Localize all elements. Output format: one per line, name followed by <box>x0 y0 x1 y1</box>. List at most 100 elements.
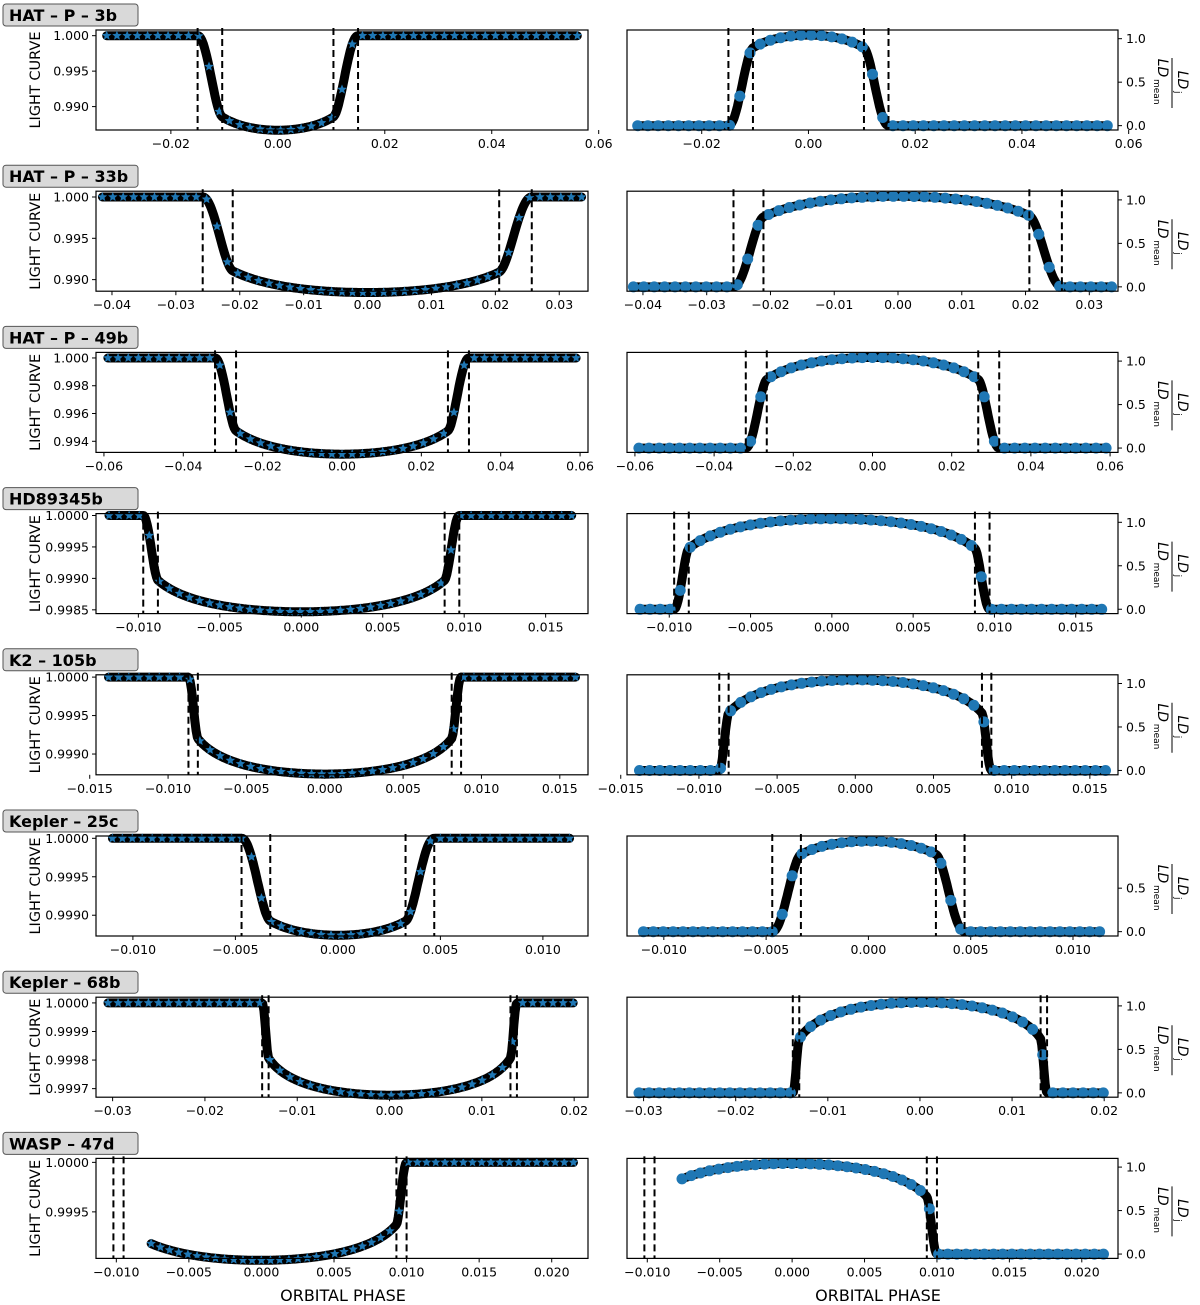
light-curve-frame <box>95 190 589 292</box>
y-tick-label: 0.0 <box>1126 1247 1146 1262</box>
limb-darkening-data-point <box>754 38 766 50</box>
limb-darkening-data-point <box>835 1006 847 1018</box>
light-curve-data-point <box>170 192 181 201</box>
limb-darkening-data-point <box>905 840 917 851</box>
limb-darkening-data-point <box>836 674 848 686</box>
limb-darkening-data-point <box>835 513 847 525</box>
limb-darkening-data-point <box>846 36 858 48</box>
light-curve-data-point <box>419 30 429 40</box>
light-curve-data-point <box>418 753 428 763</box>
light-curve-data-point <box>316 929 326 939</box>
light-curve-data-point <box>449 1157 459 1167</box>
light-curve-data-point <box>486 510 496 520</box>
limb-darkening-data-point <box>713 1163 725 1175</box>
x-tick-label: 0.005 <box>953 942 989 957</box>
y-axis-label-light-curve: LIGHT CURVE <box>28 676 44 773</box>
x-tick-label: 0.010 <box>464 781 500 796</box>
limb-darkening-data-point <box>766 926 778 938</box>
light-curve-data-point <box>495 1157 505 1167</box>
limb-darkening-data-point <box>907 120 919 132</box>
limb-darkening-data-point <box>856 191 868 203</box>
light-curve-data-point <box>487 1070 498 1080</box>
x-tick-label: 0.02 <box>1012 297 1040 312</box>
light-curve-data-point <box>255 438 266 448</box>
limb-darkening-data-point <box>846 836 858 848</box>
limb-darkening-data-point <box>1097 1087 1109 1099</box>
limb-darkening-data-point <box>914 1185 926 1196</box>
ld-denominator: LD <box>1154 1026 1170 1045</box>
limb-darkening-data-point <box>928 120 940 132</box>
y-tick-label: 0.9990 <box>45 908 89 923</box>
light-curve-data-point <box>406 593 416 603</box>
y-tick-label: 1.0 <box>1126 998 1146 1013</box>
panel-row-5: Kepler – 25c LIGHT CURVE −0.010 −0.005 0.000… <box>2 809 1190 957</box>
limb-darkening-data-point <box>826 354 838 366</box>
limb-darkening-data-point <box>735 442 746 454</box>
x-tick-label: 0.010 <box>525 942 561 957</box>
light-curve-data-point <box>132 30 143 40</box>
limb-darkening-data-point <box>845 1003 857 1015</box>
limb-darkening-data-point <box>948 688 959 700</box>
ld-denominator: LD <box>1154 381 1170 400</box>
light-curve-data-point <box>235 603 245 613</box>
limb-darkening-data-point <box>1061 1248 1073 1260</box>
x-tick-label: 0.04 <box>1017 458 1045 473</box>
light-curve-data-point <box>336 930 346 940</box>
limb-darkening-data-point <box>875 515 887 527</box>
light-curve-data-point <box>441 282 451 291</box>
light-curve-data-point <box>460 30 470 40</box>
panel-row-6: Kepler – 68b LIGHT CURVE −0.03 −0.02 −0.01 0.… <box>2 970 1190 1118</box>
light-curve-data-point <box>274 280 285 290</box>
limb-darkening-data-point <box>1005 603 1017 615</box>
limb-darkening-data-point <box>1006 1011 1018 1023</box>
limb-darkening-data-point <box>856 41 868 53</box>
x-tick-label: −0.010 <box>646 620 692 635</box>
light-curve-data-point <box>118 192 128 201</box>
limb-darkening-data-point <box>1049 765 1061 776</box>
x-tick-label: 0.000 <box>283 620 319 635</box>
y-tick-label: 1.0000 <box>45 670 89 685</box>
light-curve-data-point <box>503 247 514 257</box>
light-curve-data-point <box>345 604 356 614</box>
light-curve-data-point <box>204 61 214 71</box>
limb-darkening-data-point <box>866 835 877 847</box>
light-curve-data-point <box>112 30 122 40</box>
limb-darkening-data-point <box>775 32 787 44</box>
light-curve-data-point <box>418 438 429 448</box>
light-curve-data-point <box>144 530 154 540</box>
light-curve-frame <box>95 835 589 937</box>
limb-darkening-data-point <box>734 90 746 102</box>
light-curve-data-point <box>520 672 530 682</box>
limb-darkening-data-point <box>704 765 716 776</box>
light-curve-data-point <box>431 283 441 293</box>
x-tick-label: 0.015 <box>542 781 578 796</box>
limb-darkening-data-point <box>836 837 848 849</box>
limb-darkening-data-point <box>948 362 960 374</box>
light-curve-data-point <box>101 30 112 40</box>
light-curve-data-point <box>475 833 485 843</box>
light-curve-data-point <box>276 443 286 453</box>
limb-darkening-data-point <box>939 192 951 204</box>
limb-darkening-data-point <box>1039 765 1051 776</box>
limb-darkening-data-point <box>1049 442 1061 454</box>
light-curve-data-point <box>437 1086 447 1096</box>
y-tick-label: 0.5 <box>1126 558 1146 573</box>
x-tick-label: −0.005 <box>697 1264 743 1279</box>
light-curve-frame <box>95 512 589 615</box>
limb-darkening-frame <box>626 29 1119 131</box>
limb-darkening-data-point <box>638 281 650 293</box>
light-curve-data-point <box>191 192 201 201</box>
light-curve-data-point <box>255 605 265 615</box>
y-tick-label: 0.5 <box>1126 75 1146 90</box>
light-curve-data-point <box>365 602 376 612</box>
limb-darkening-data-point <box>731 279 743 291</box>
light-curve-data-point <box>296 926 306 936</box>
planet-tag-box <box>2 3 139 27</box>
limb-darkening-data-point <box>1095 281 1107 293</box>
light-curve-data-point <box>224 115 235 125</box>
limb-darkening-frame <box>626 190 1119 292</box>
limb-darkening-data-point <box>734 521 746 533</box>
limb-darkening-data-point <box>985 926 996 938</box>
limb-darkening-data-point <box>805 513 817 525</box>
